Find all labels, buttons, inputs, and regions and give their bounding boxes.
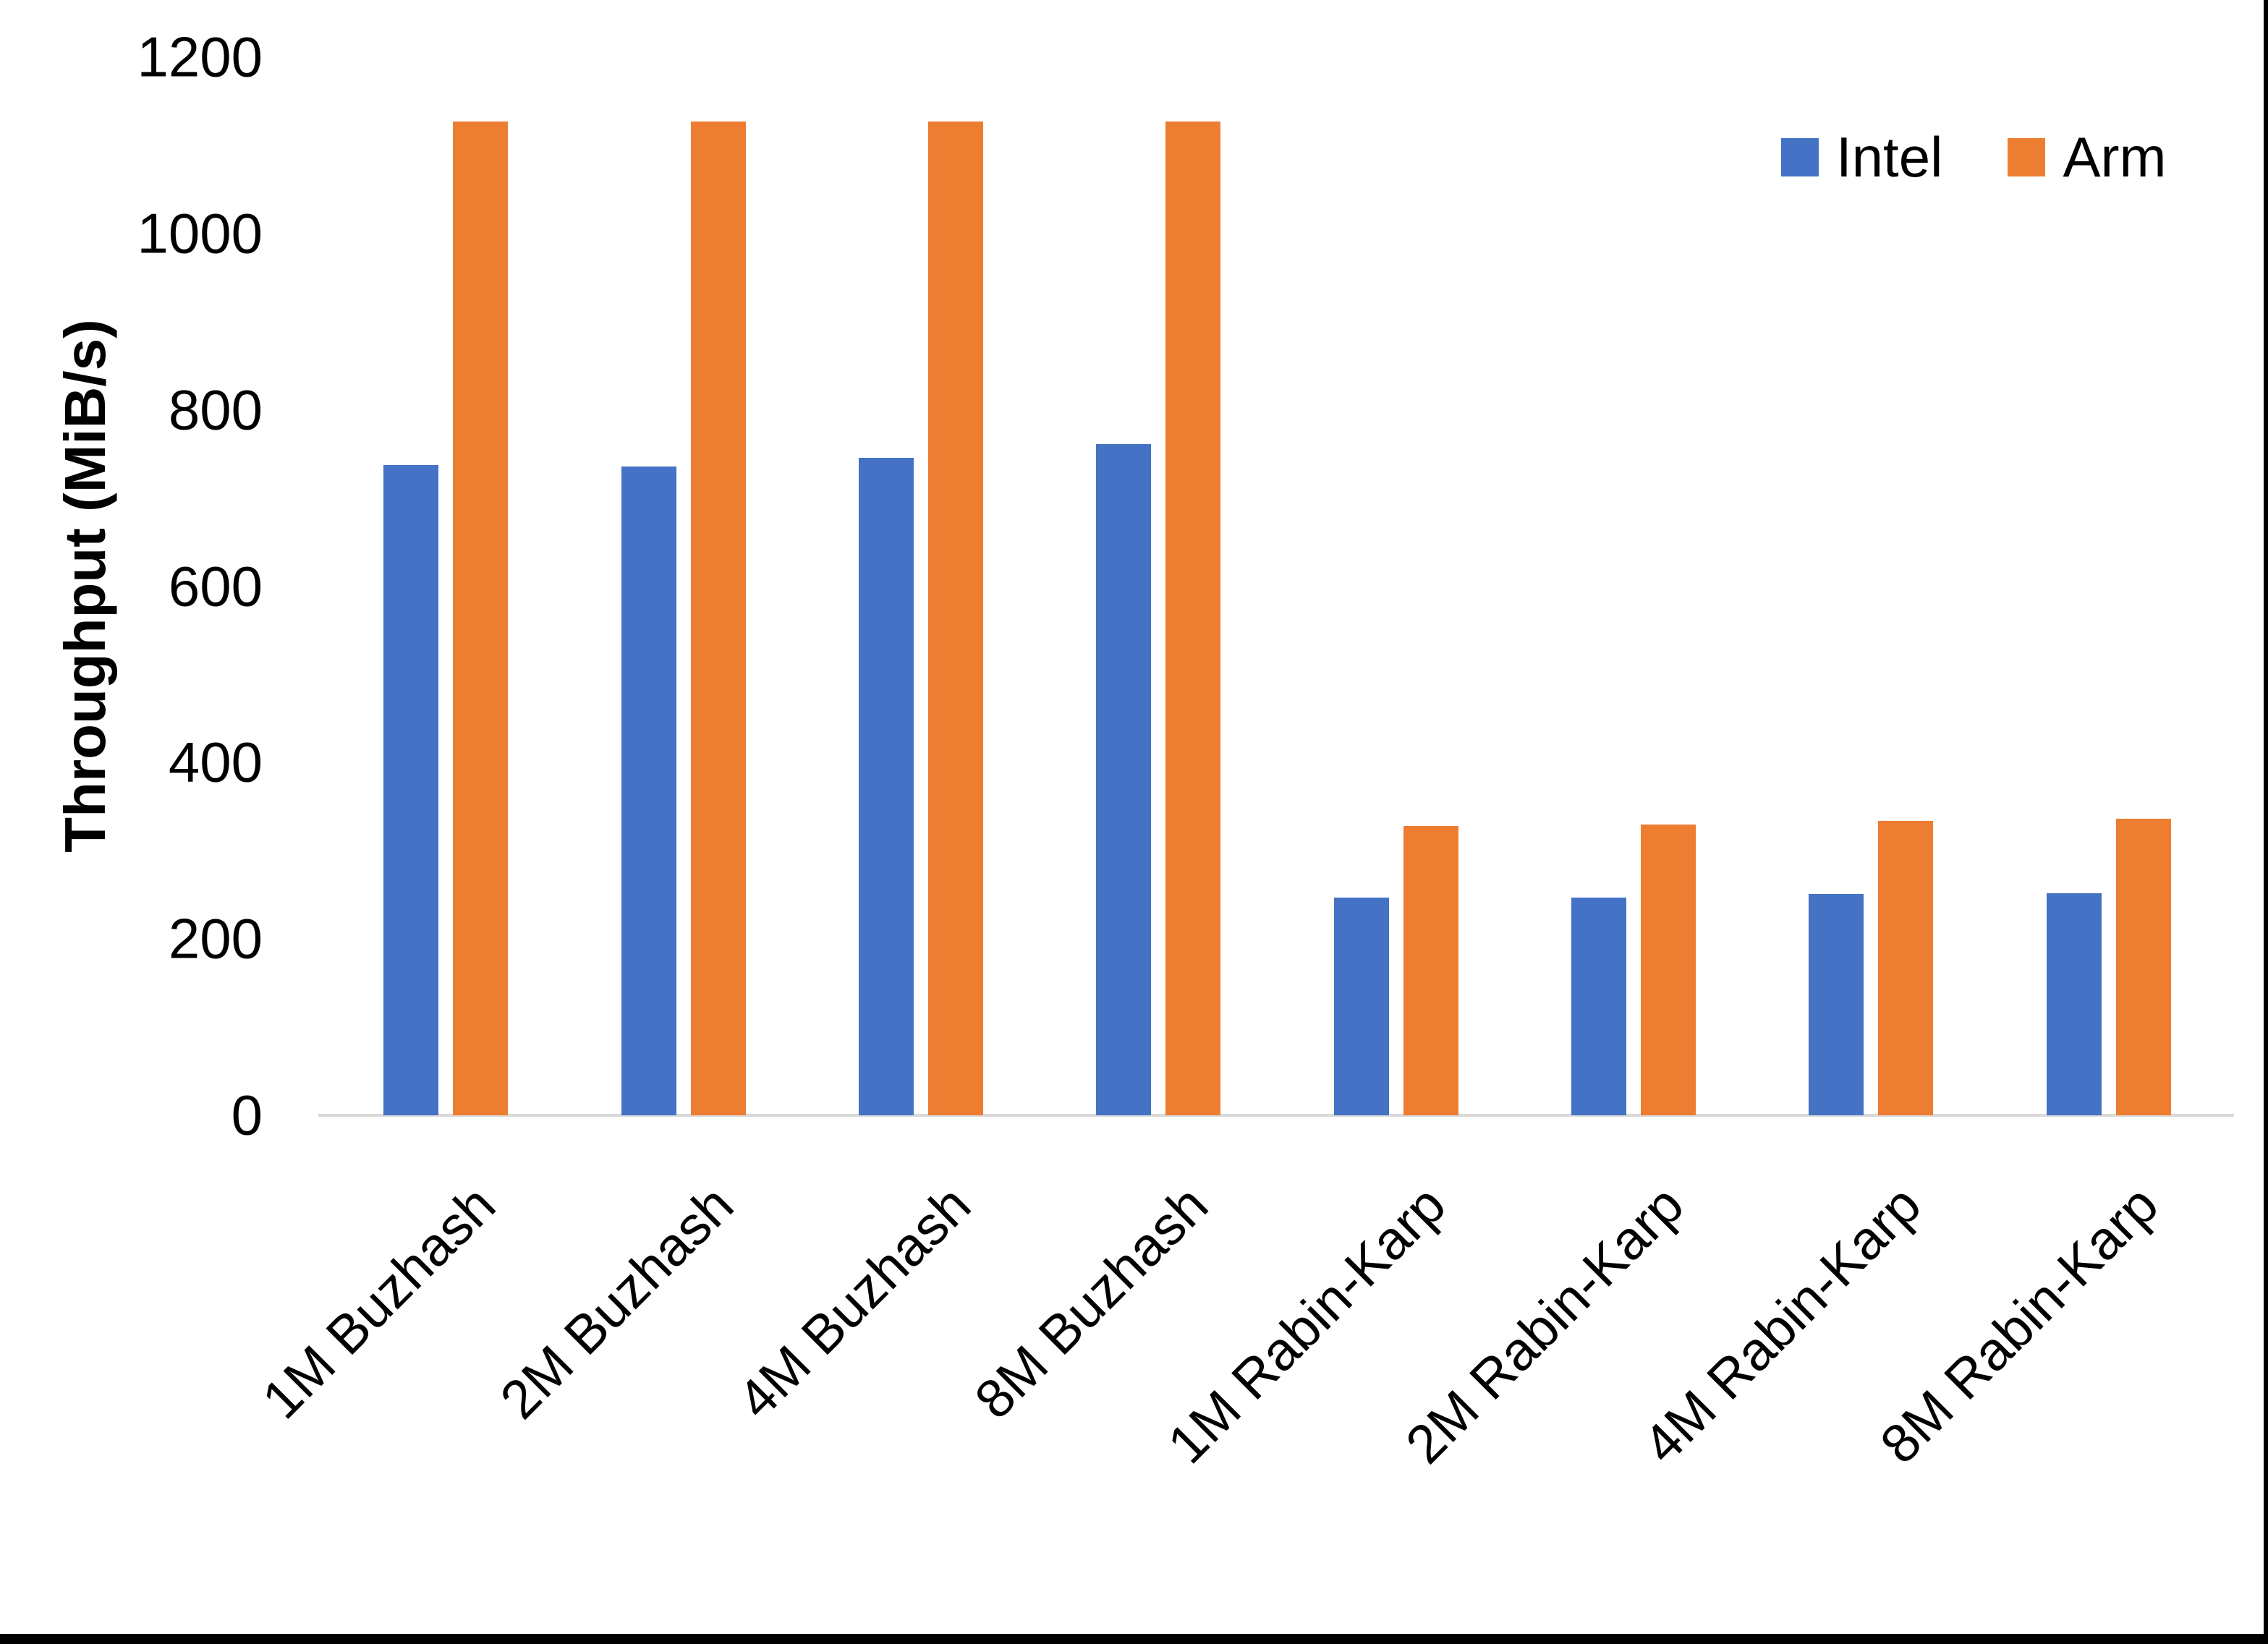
x-category-label-4m-buzhash: 4M Buzhash: [726, 1174, 982, 1431]
legend: Intel Arm: [1781, 124, 2166, 190]
bar-arm-1m-rabin-karp: [1403, 826, 1458, 1115]
y-tick-label-600: 600: [168, 554, 263, 618]
bar-arm-2m-rabin-karp: [1641, 824, 1696, 1115]
screenshot-right-border: [2264, 0, 2268, 1644]
y-tick-label-800: 800: [168, 378, 263, 442]
legend-label-arm: Arm: [2063, 125, 2167, 189]
y-tick-label-1000: 1000: [137, 201, 263, 265]
bar-intel-1m-rabin-karp: [1333, 897, 1389, 1115]
bar-intel-2m-buzhash: [621, 466, 676, 1115]
bar-intel-8m-rabin-karp: [2046, 893, 2102, 1115]
legend-item-intel: Intel: [1781, 124, 1942, 190]
bar-arm-8m-buzhash: [1165, 121, 1221, 1115]
y-tick-label-200: 200: [168, 906, 263, 971]
legend-item-arm: Arm: [2008, 124, 2166, 190]
bar-arm-2m-buzhash: [690, 121, 746, 1115]
bar-arm-4m-buzhash: [927, 121, 983, 1115]
bar-arm-8m-rabin-karp: [2115, 819, 2171, 1115]
arm-series-swatch: [2008, 138, 2046, 176]
y-tick-label-0: 0: [231, 1083, 263, 1147]
bar-arm-1m-buzhash: [453, 121, 509, 1115]
y-tick-label-400: 400: [168, 730, 263, 794]
bar-intel-8m-buzhash: [1096, 444, 1152, 1115]
screenshot-bottom-border: [0, 1634, 2268, 1644]
y-axis-title: Throughput (MiB/s): [53, 319, 117, 853]
x-category-label-8m-buzhash: 8M Buzhash: [963, 1174, 1220, 1431]
bar-intel-4m-rabin-karp: [1809, 893, 1864, 1115]
bar-arm-4m-rabin-karp: [1878, 820, 1934, 1115]
x-axis-line: [318, 1114, 2234, 1117]
y-tick-label-1200: 1200: [137, 25, 263, 89]
bar-intel-1m-buzhash: [383, 465, 439, 1115]
intel-series-swatch: [1781, 138, 1819, 176]
bar-intel-4m-buzhash: [858, 457, 914, 1115]
legend-label-intel: Intel: [1836, 125, 1943, 189]
x-category-label-1m-buzhash: 1M Buzhash: [250, 1174, 507, 1431]
bar-intel-2m-rabin-karp: [1571, 897, 1627, 1115]
x-category-label-2m-buzhash: 2M Buzhash: [488, 1174, 745, 1431]
